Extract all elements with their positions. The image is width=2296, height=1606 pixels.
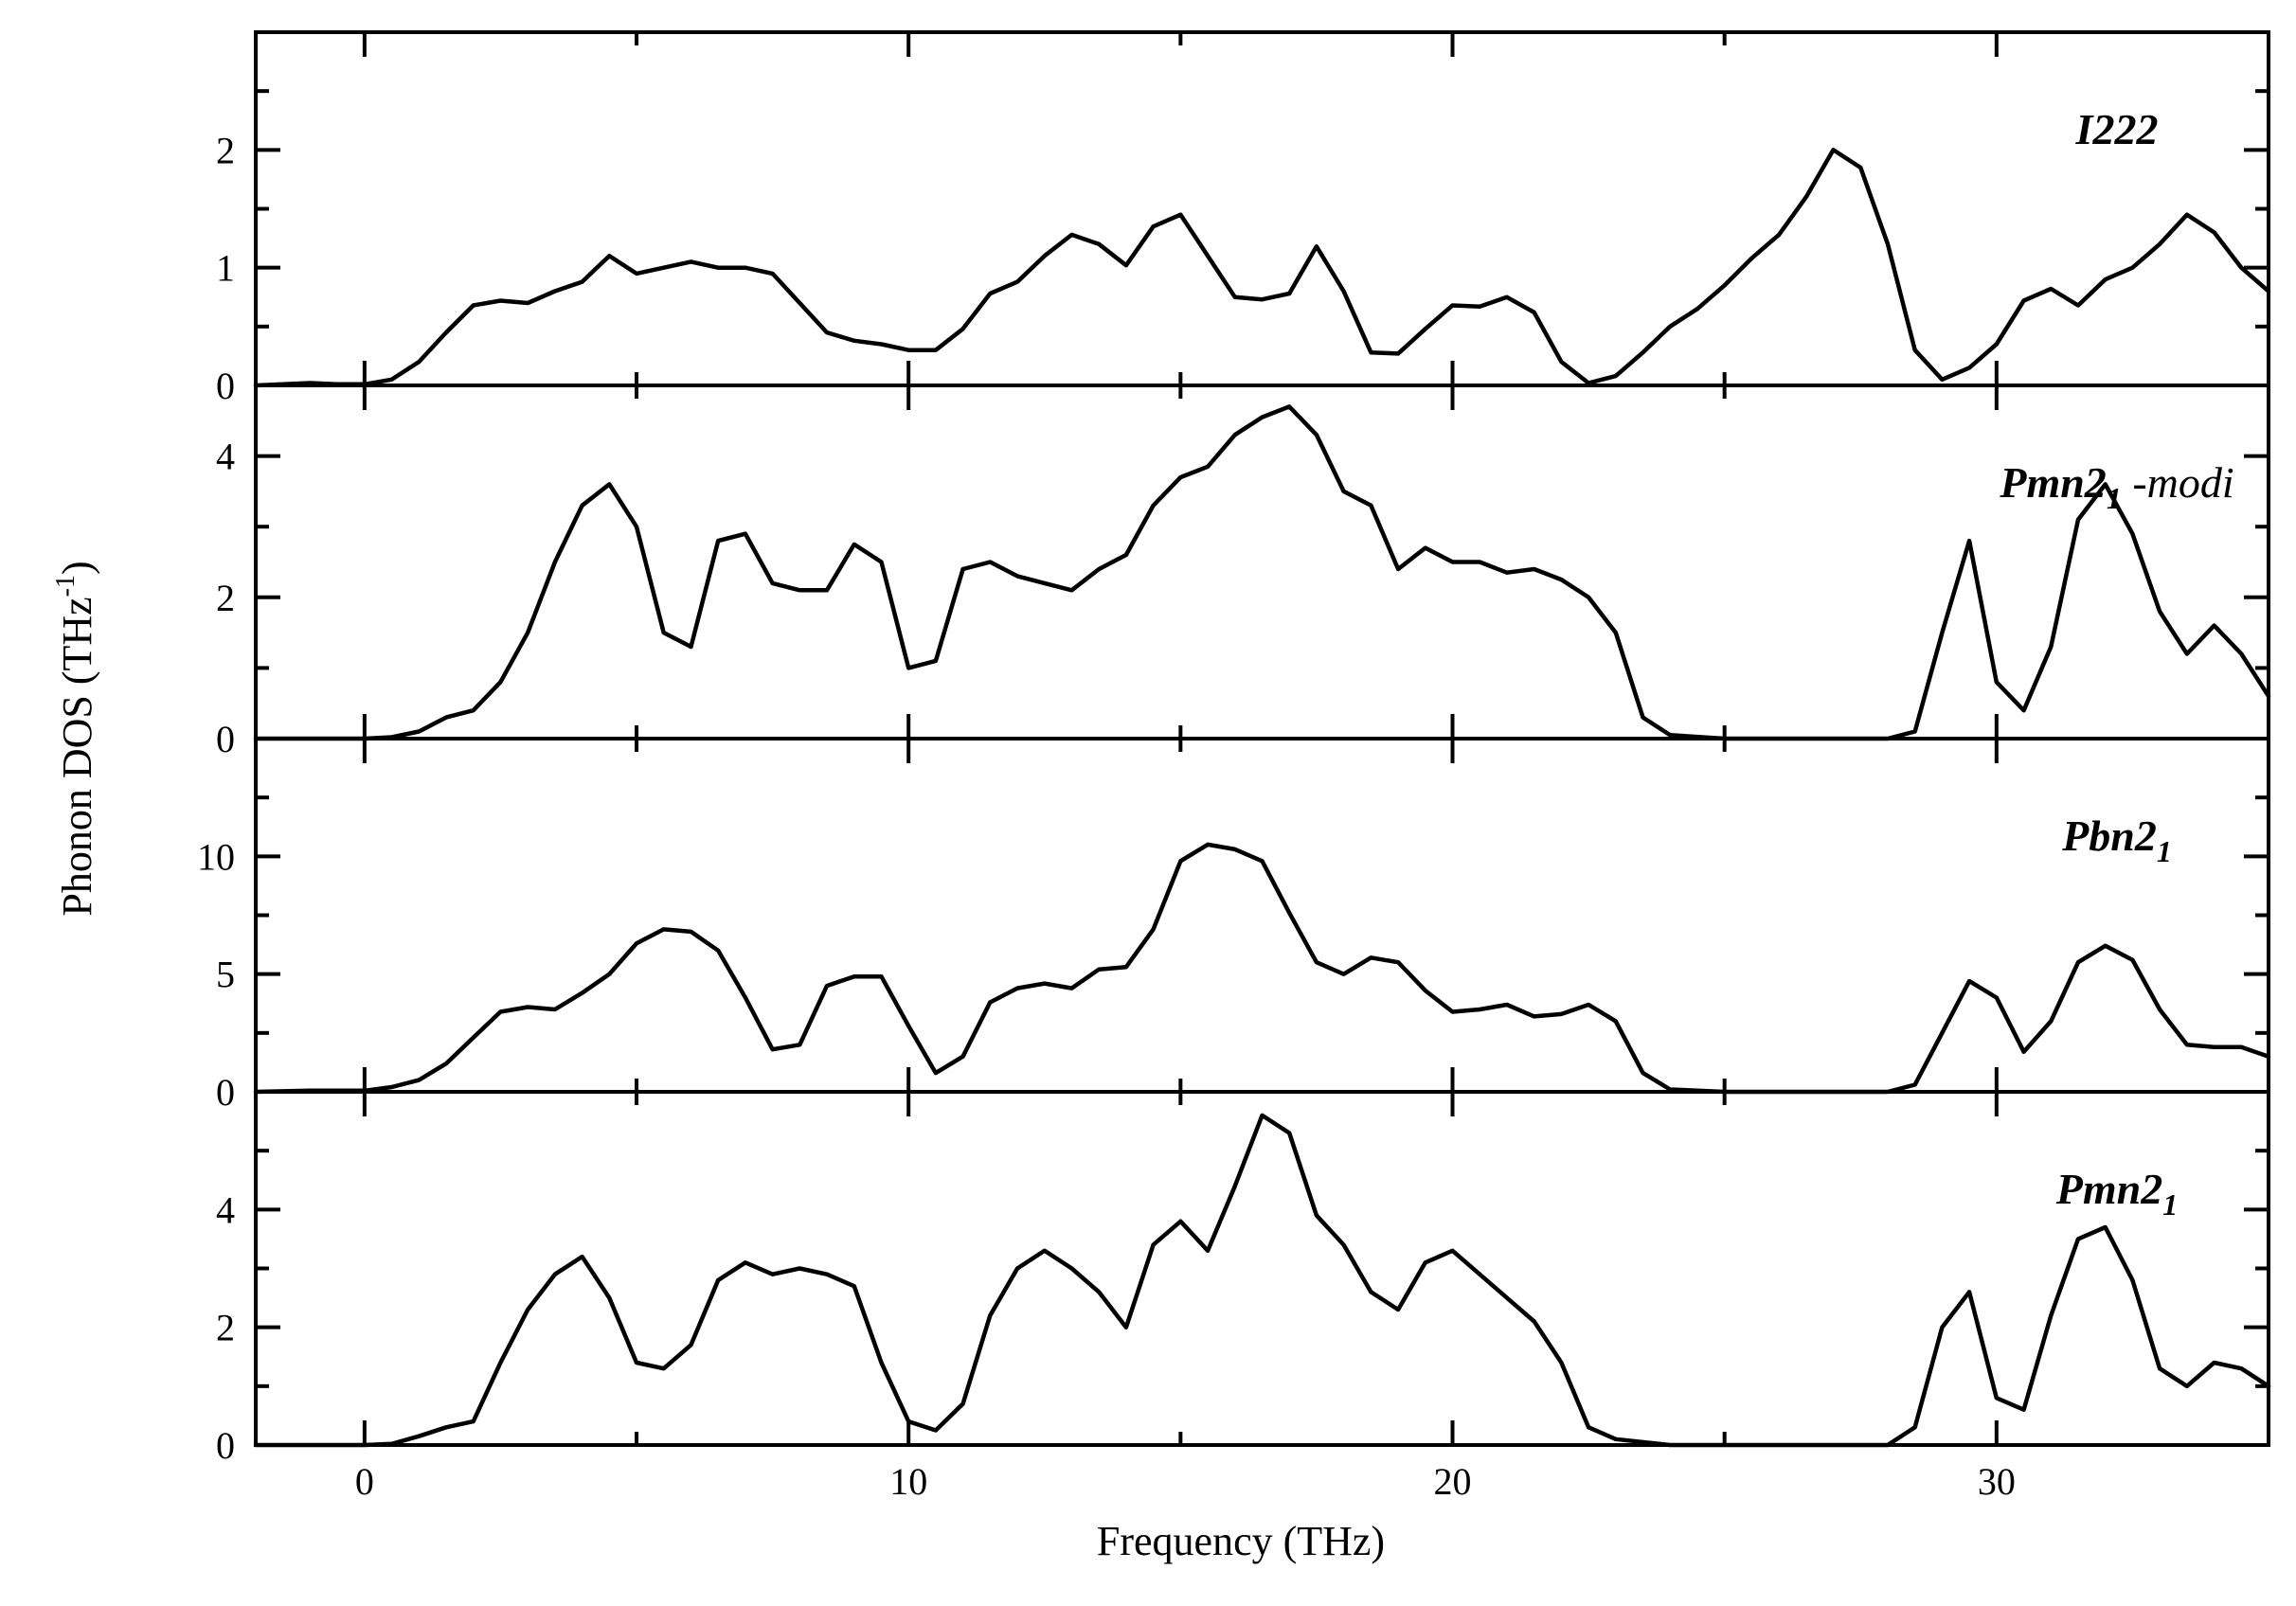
panel-label-main: Pmn2 bbox=[1999, 458, 2106, 507]
y-tick-label: 5 bbox=[216, 954, 235, 996]
x-tick-label: 0 bbox=[355, 1460, 374, 1503]
panel-0: 0 1 2 I222 bbox=[216, 32, 2271, 407]
y-axis-label-sup: -1 bbox=[51, 575, 81, 597]
y-tick-label: 2 bbox=[216, 129, 235, 171]
panel-label-tail: -modi bbox=[2122, 458, 2234, 507]
y-tick-label: 0 bbox=[216, 1424, 235, 1467]
y-tick-label: 4 bbox=[216, 1188, 235, 1231]
y-axis-label-main: Phonon DOS (THz bbox=[54, 597, 100, 916]
x-tick-label: 30 bbox=[1978, 1460, 2016, 1503]
x-tick-label: 20 bbox=[1434, 1460, 1472, 1503]
dos-curve-1 bbox=[253, 404, 2271, 741]
panel-label-main: I222 bbox=[2075, 105, 2159, 153]
panel-label-sub: 1 bbox=[2162, 1187, 2178, 1222]
panel-label-0: I222 bbox=[2075, 105, 2159, 153]
y-tick-label: 0 bbox=[216, 365, 235, 407]
x-axis-label: Frequency (THz) bbox=[1097, 1518, 1385, 1564]
panel-2: 0 5 10 Pbn21 bbox=[197, 739, 2271, 1114]
plot-frame bbox=[254, 30, 2270, 1447]
y-axis-label-close: ) bbox=[54, 561, 100, 575]
panel-3: 0 2 4 Pmn21 bbox=[216, 1092, 2271, 1467]
panel-label-3: Pmn21 bbox=[2055, 1165, 2178, 1222]
panel-label-main: Pmn2 bbox=[2055, 1165, 2162, 1213]
dos-curve-0 bbox=[253, 148, 2271, 388]
dos-curve-2 bbox=[253, 842, 2271, 1095]
y-tick-label: 0 bbox=[216, 718, 235, 760]
y-tick-label: 1 bbox=[216, 247, 235, 290]
panel-label-sub: 1 bbox=[2107, 481, 2122, 515]
panel-label-sub: 1 bbox=[2157, 834, 2172, 868]
panel-label-main: Pbn2 bbox=[2061, 812, 2157, 860]
x-ticks-group: 0 10 20 30 bbox=[355, 1460, 2016, 1503]
panel-label-1: Pmn21 -modi bbox=[1999, 458, 2233, 515]
y-tick-label: 0 bbox=[216, 1071, 235, 1114]
x-tick-label: 10 bbox=[889, 1460, 927, 1503]
panel-1: 0 2 4 Pmn21 -modi bbox=[216, 385, 2271, 760]
y-tick-label: 2 bbox=[216, 1307, 235, 1349]
y-tick-label: 4 bbox=[216, 436, 235, 478]
y-axis-label: Phonon DOS (THz-1) bbox=[51, 561, 100, 916]
panel-label-2: Pbn21 bbox=[2061, 812, 2172, 868]
y-tick-label: 2 bbox=[216, 577, 235, 619]
dos-curve-3 bbox=[253, 1113, 2271, 1448]
y-tick-label: 10 bbox=[197, 835, 235, 878]
